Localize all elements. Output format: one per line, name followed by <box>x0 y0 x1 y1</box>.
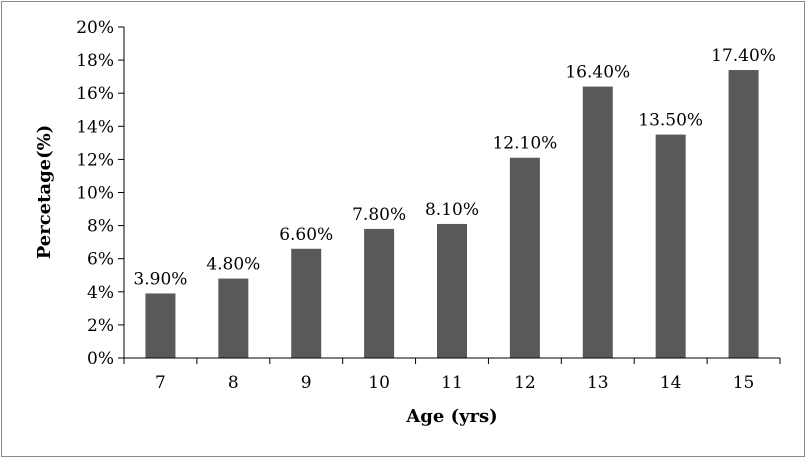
data-label-age-10: 7.80% <box>352 205 406 225</box>
y-tick-label: 0% <box>87 349 114 369</box>
y-tick-label: 4% <box>87 283 114 303</box>
x-tick-label: 8 <box>228 373 239 393</box>
bar-age-10 <box>364 228 395 358</box>
x-tick-label: 13 <box>587 373 609 393</box>
y-axis-title: Percetage(%) <box>34 125 55 260</box>
bar-age-14 <box>655 134 686 358</box>
y-tick-label: 14% <box>76 117 114 137</box>
x-tick-label: 10 <box>368 373 390 393</box>
y-tick-label: 16% <box>76 84 114 104</box>
bar-age-8 <box>218 278 249 358</box>
x-tick-label: 15 <box>733 373 755 393</box>
x-tick-label: 7 <box>155 373 166 393</box>
bar-age-15 <box>728 70 759 358</box>
data-label-age-13: 16.40% <box>565 63 630 83</box>
y-tick-label: 6% <box>87 250 114 270</box>
data-labels: 3.90% 4.80% 6.60% 7.80% 8.10% 12.10% 16.40% 13.… <box>133 46 776 289</box>
y-tick-label: 18% <box>76 51 114 71</box>
data-label-age-11: 8.10% <box>425 200 479 220</box>
x-tick-label: 11 <box>441 373 463 393</box>
data-label-age-9: 6.60% <box>279 225 333 245</box>
y-tick-label: 2% <box>87 316 114 336</box>
y-axis-ticks: 0% 2% 4% 6% 8% 10% 12% 14% 16% 18% 20% <box>76 18 124 369</box>
data-label-age-8: 4.80% <box>206 255 260 275</box>
x-tick-label: 12 <box>514 373 536 393</box>
bar-age-9 <box>291 248 322 358</box>
bar-age-11 <box>437 223 467 358</box>
x-tick-label: 14 <box>660 373 682 393</box>
x-axis-ticks: 7 8 9 10 11 12 13 14 15 <box>123 358 781 393</box>
y-tick-label: 10% <box>76 184 114 204</box>
bar-age-7 <box>145 293 176 358</box>
data-label-age-14: 13.50% <box>638 111 703 131</box>
bar-age-13 <box>582 86 613 358</box>
x-tick-label: 9 <box>301 373 312 393</box>
data-label-age-12: 12.10% <box>492 134 557 154</box>
y-tick-label: 12% <box>76 150 114 170</box>
data-label-age-7: 3.90% <box>133 269 187 289</box>
data-label-age-15: 17.40% <box>711 46 776 66</box>
x-axis-title: Age (yrs) <box>405 406 497 427</box>
y-tick-label: 8% <box>87 217 114 237</box>
bar-age-12 <box>509 157 540 358</box>
bars <box>145 70 759 358</box>
y-tick-label: 20% <box>76 18 114 38</box>
